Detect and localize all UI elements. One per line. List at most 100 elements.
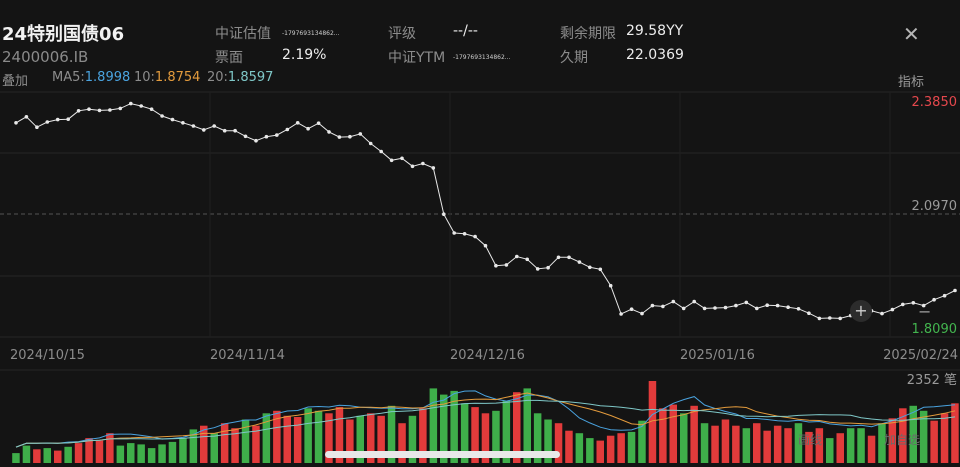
volume-bar — [711, 425, 719, 463]
x-tick-label: 2024/10/15 — [10, 348, 85, 363]
overlay-button[interactable]: 叠加 — [2, 74, 29, 89]
volume-bar — [909, 405, 917, 463]
volume-bar — [502, 400, 511, 463]
zoom-in-button[interactable]: + — [850, 300, 872, 322]
yield-point — [661, 304, 665, 309]
volume-bar — [273, 410, 281, 463]
yield-point — [838, 316, 842, 321]
yield-point — [431, 166, 436, 170]
yield-point — [275, 133, 279, 137]
yield-point — [243, 134, 248, 139]
yield-point — [14, 121, 18, 125]
ma20-readout: 20:1.8597 — [207, 70, 273, 85]
volume-bar — [54, 450, 62, 463]
yield-point — [671, 299, 676, 304]
volume-bar — [742, 428, 751, 463]
volume-bar — [565, 430, 573, 463]
volume-bar — [596, 440, 604, 463]
yield-point — [494, 263, 498, 268]
yield-point — [713, 306, 717, 310]
volume-bar — [784, 428, 792, 463]
yield-point — [379, 149, 384, 154]
volume-bar — [95, 440, 104, 463]
yield-point — [504, 263, 509, 267]
yield-point — [525, 257, 529, 262]
volume-bar — [33, 449, 41, 463]
volume-bar — [471, 407, 479, 463]
yield-point — [55, 117, 60, 122]
volume-bar — [878, 423, 886, 463]
volume-bar — [805, 431, 813, 463]
horizontal-scrollbar[interactable] — [325, 451, 560, 458]
volume-bar — [919, 410, 928, 463]
volume-bar — [867, 435, 876, 463]
ma10-label: 10: — [134, 70, 155, 85]
yield-point — [233, 128, 237, 133]
close-icon[interactable]: ✕ — [903, 22, 920, 46]
volume-bar — [815, 428, 824, 463]
volume-bar — [346, 419, 354, 463]
volume-bar — [773, 425, 782, 463]
volume-bar — [836, 433, 844, 463]
yield-point — [483, 243, 488, 248]
field-label-coupon: 票面 — [215, 50, 243, 66]
volume-bar — [680, 413, 688, 463]
yield-point — [473, 234, 477, 239]
yield-point — [515, 254, 519, 259]
ma5-readout: MA5:1.8998 — [52, 70, 130, 85]
volume-bar — [753, 423, 761, 463]
ma20-value: 1.8597 — [227, 70, 274, 85]
yield-point — [765, 303, 769, 308]
yield-point — [556, 255, 561, 260]
y-tick-label: 1.8090 — [912, 322, 958, 337]
y-tick-label: 2.0970 — [912, 199, 958, 214]
volume-bar — [951, 403, 959, 463]
volume-bar — [732, 425, 740, 463]
volume-bar — [137, 444, 145, 463]
volume-bar — [398, 423, 406, 463]
volume-bar — [179, 438, 187, 463]
yield-point — [139, 104, 143, 108]
yield-point — [442, 212, 446, 216]
yield-point — [598, 267, 603, 272]
draw-line-button[interactable]: 画线 — [798, 433, 823, 447]
volume-bar — [419, 408, 427, 463]
volume-bar — [930, 420, 938, 463]
yield-point — [389, 158, 394, 163]
x-tick-label: 2024/11/14 — [210, 348, 285, 363]
yield-point — [170, 117, 175, 122]
yield-point — [942, 293, 947, 298]
yield-point — [817, 316, 822, 321]
yield-point — [755, 306, 759, 311]
volume-bar — [440, 394, 448, 463]
zoom-out-button[interactable]: − — [918, 302, 932, 321]
volume-bar — [544, 419, 552, 463]
bond-title: 24特别国债06 — [2, 24, 125, 45]
yield-point — [87, 107, 91, 111]
volume-bar — [700, 423, 709, 463]
yield-point — [160, 114, 164, 118]
volume-bar — [450, 390, 458, 463]
yield-point — [97, 108, 102, 113]
yield-point — [702, 306, 707, 311]
volume-bar — [763, 430, 771, 463]
field-label-valuation: 中证估值 — [215, 26, 271, 42]
volume-bar — [304, 408, 312, 463]
volume-bar — [533, 413, 542, 463]
yield-point — [295, 121, 300, 125]
yield-point — [181, 121, 185, 125]
volume-bar — [335, 407, 344, 463]
volume-bar — [513, 392, 521, 463]
field-label-remaining-term: 剩余期限 — [560, 26, 616, 42]
yield-point — [348, 134, 352, 139]
volume-bar — [586, 438, 594, 463]
yield-point — [76, 109, 81, 113]
add-watchlist-button[interactable]: 加自选 — [884, 433, 921, 447]
yield-point — [588, 265, 592, 270]
yield-point — [880, 311, 884, 316]
yield-point — [129, 101, 133, 106]
bond-code: 2400006.IB — [2, 48, 89, 66]
volume-bar — [168, 441, 177, 463]
indicator-button[interactable]: 指标 — [897, 75, 924, 90]
